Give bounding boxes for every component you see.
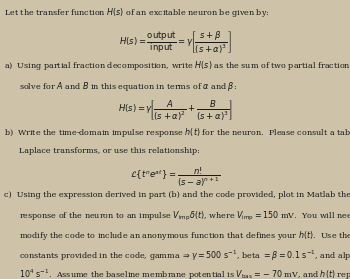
Text: $H(s) = \gamma\!\left[\dfrac{A}{(s+\alpha)^2}+\dfrac{B}{(s+\alpha)^3}\right]$: $H(s) = \gamma\!\left[\dfrac{A}{(s+\alph… — [118, 98, 232, 122]
Text: modify the code to include an anonymous function that defines your $h(t)$.  Use : modify the code to include an anonymous … — [19, 229, 350, 242]
Text: b)  Write the time-domain impulse response $h(t)$ for the neuron.  Please consul: b) Write the time-domain impulse respons… — [4, 126, 350, 140]
Text: a)  Using partial fraction decomposition, write $H(s)$ as the sum of two partial: a) Using partial fraction decomposition,… — [4, 59, 350, 72]
Text: response of the neuron to an impulse $V_\mathrm{imp}\delta(t)$, where $V_\mathrm: response of the neuron to an impulse $V_… — [19, 210, 350, 223]
Text: Laplace transforms, or use this relationship:: Laplace transforms, or use this relation… — [19, 147, 200, 155]
Text: constants provided in the code, gamma $\Rightarrow\gamma=500\ \mathrm{s}^{-1}$, : constants provided in the code, gamma $\… — [19, 248, 350, 263]
Text: $\mathcal{L}\{t^n e^{at}\} = \dfrac{n!}{(s-a)^{n+1}}$: $\mathcal{L}\{t^n e^{at}\} = \dfrac{n!}{… — [130, 166, 220, 189]
Text: Let the transfer function $H(s)$ of an excitable neuron be given by:: Let the transfer function $H(s)$ of an e… — [4, 6, 269, 19]
Text: $H(s) = \dfrac{\mathrm{output}}{\mathrm{input}} = \gamma\!\left[\dfrac{s+\beta}{: $H(s) = \dfrac{\mathrm{output}}{\mathrm{… — [119, 29, 231, 55]
Text: $10^4\ \mathrm{s}^{-1}$.  Assume the baseline membrane potential is $V_\mathrm{b: $10^4\ \mathrm{s}^{-1}$. Assume the base… — [19, 267, 350, 279]
Text: solve for $A$ and $B$ in this equation in terms of $\alpha$ and $\beta$:: solve for $A$ and $B$ in this equation i… — [19, 80, 237, 93]
Text: c)  Using the expression derived in part (b) and the code provided, plot in Matl: c) Using the expression derived in part … — [4, 191, 350, 199]
